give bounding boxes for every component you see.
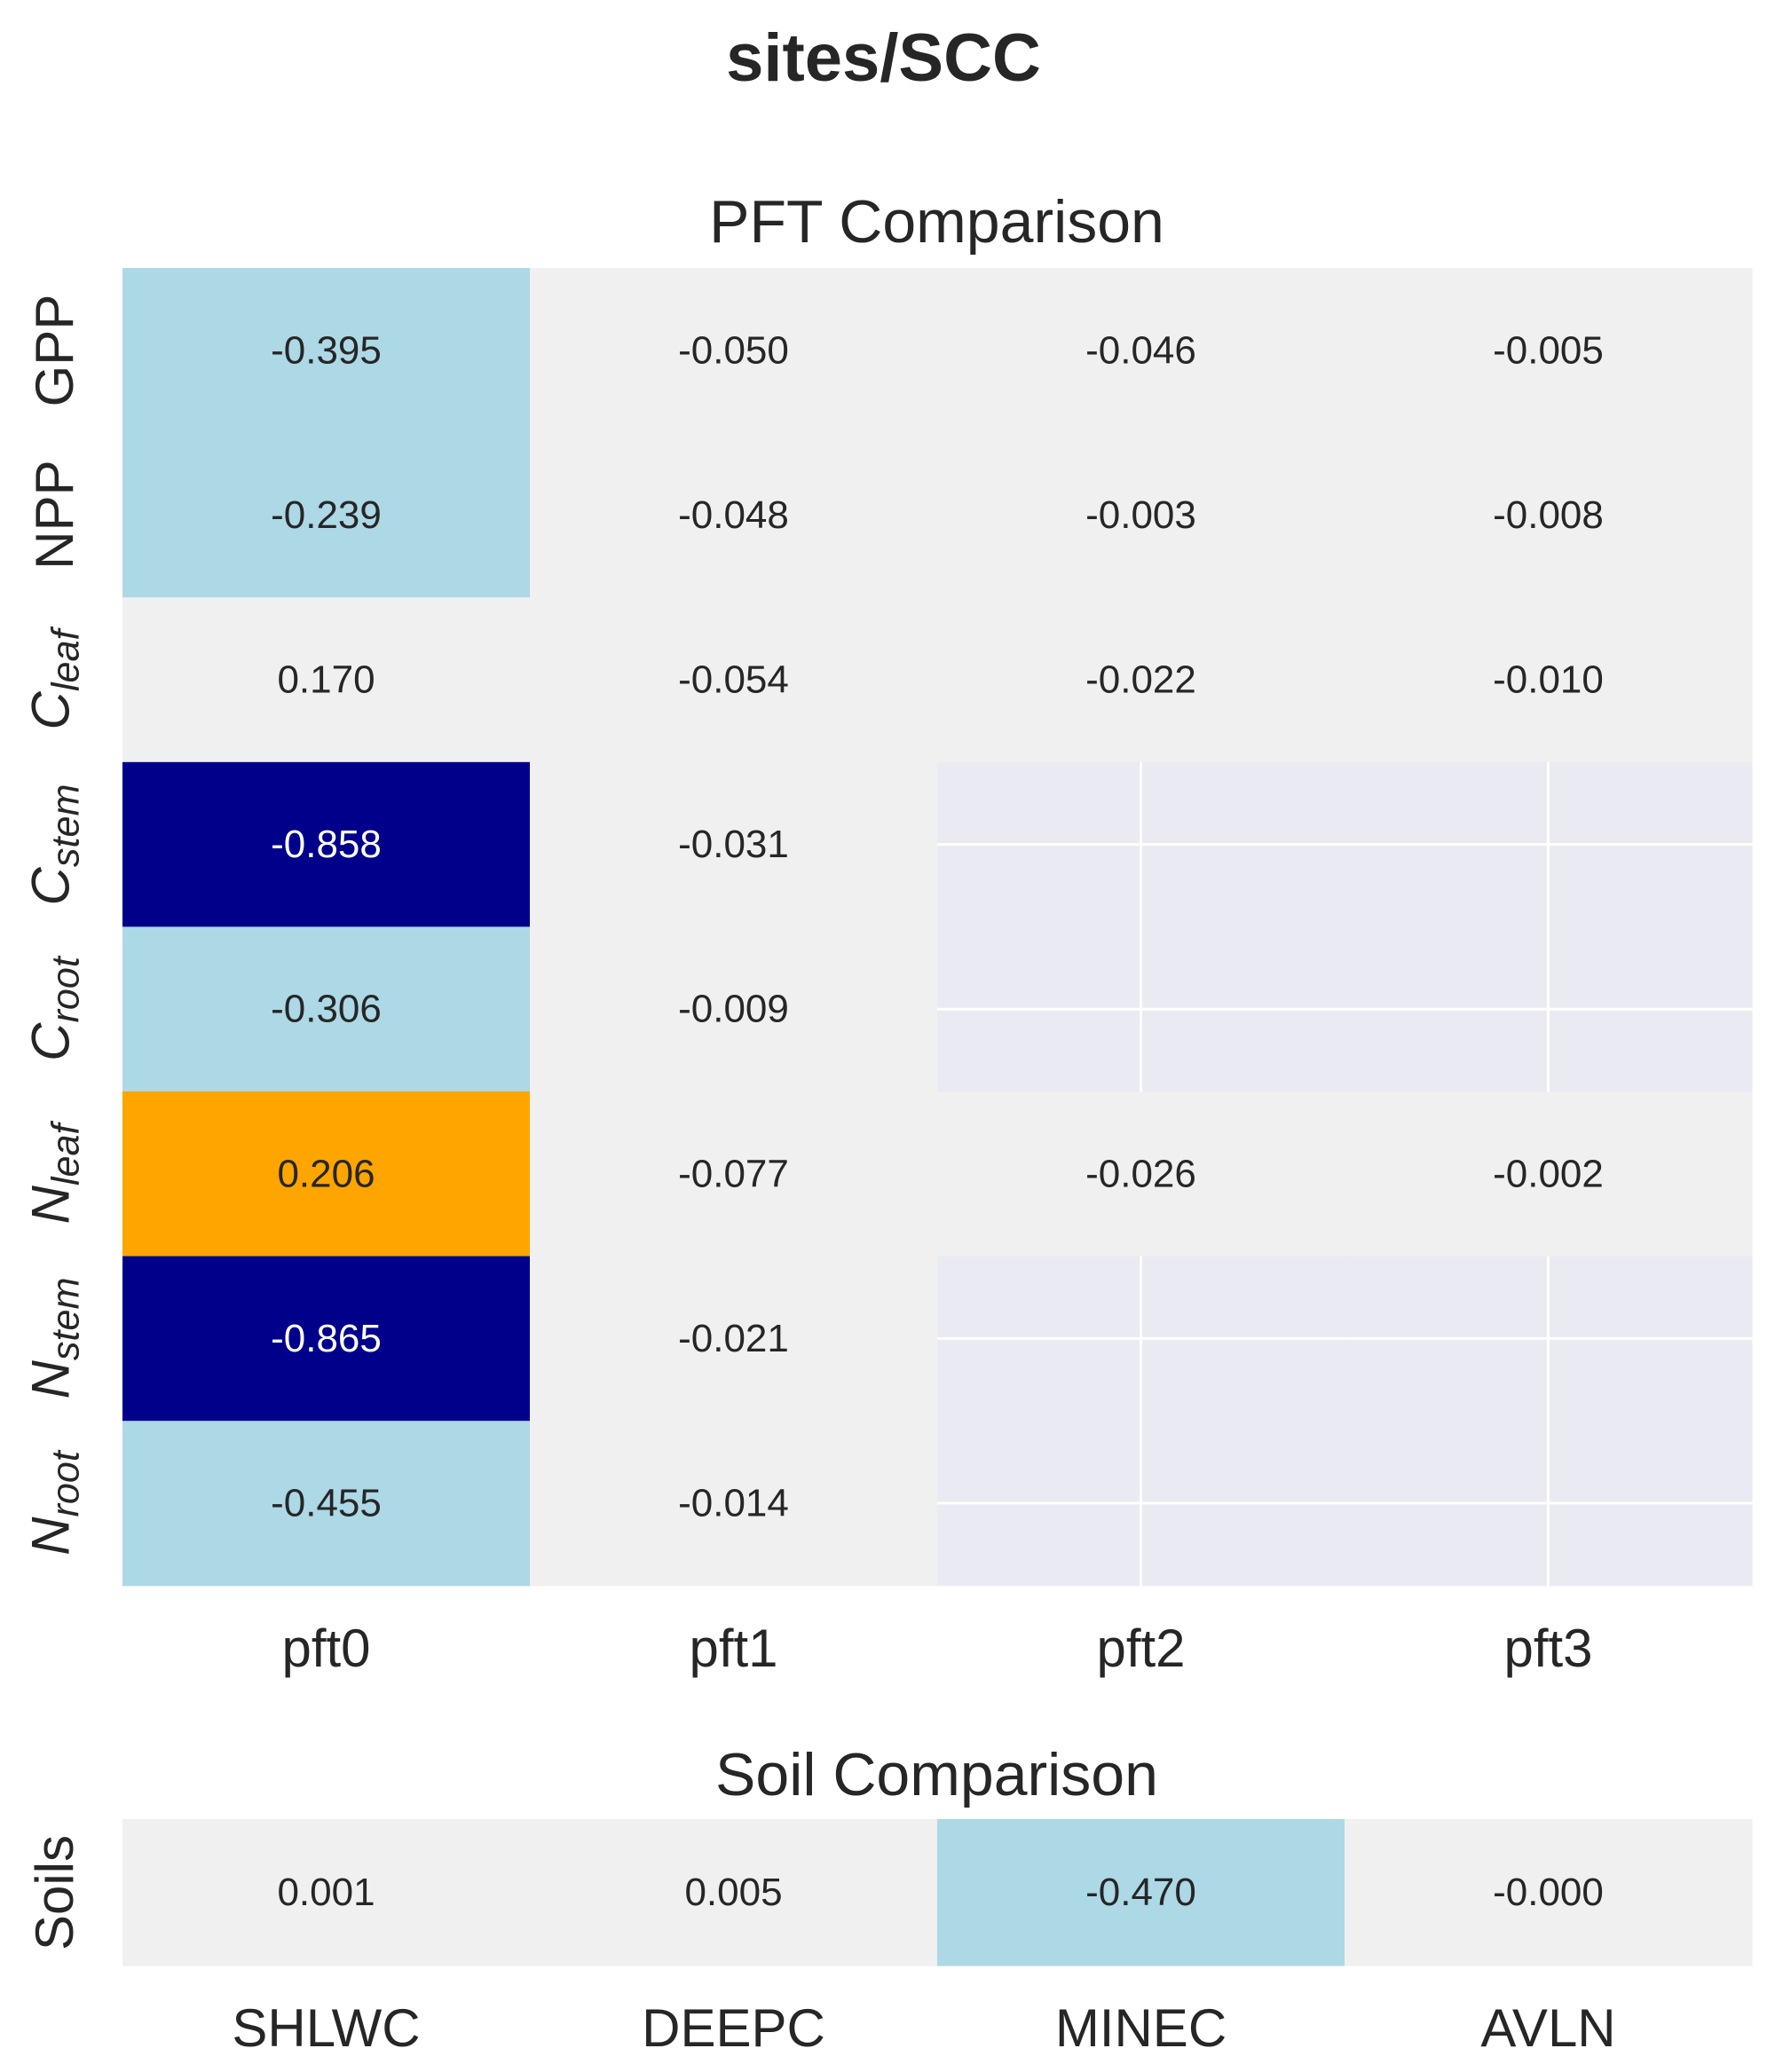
heatmap-cell [1345,1091,1753,1257]
cell-value-label: 0.170 [277,658,375,702]
cell-value-label: -0.000 [1493,1871,1604,1914]
cell-value-label: -0.395 [271,328,382,372]
pft-chart-title: PFT Comparison [709,188,1164,256]
heatmap-cell [1345,432,1753,598]
figure-title: sites/SCC [726,20,1041,96]
heatmap-cell [122,432,531,598]
heatmap-cell [937,1819,1345,1966]
cell-value-label: -0.014 [678,1482,789,1525]
heatmap-cell [530,597,938,763]
heatmap-cell [1345,268,1753,434]
heatmap-cell [122,1256,531,1422]
cell-value-label: -0.858 [271,823,382,866]
cell-value-label: 0.001 [277,1871,375,1914]
cell-value-label: -0.470 [1085,1871,1196,1914]
heatmap-cell [530,268,938,434]
heatmap-cell [937,268,1345,434]
heatmap-panel-1: 0.001 0.005 -0.470 -0.000 [122,1819,1753,1966]
cell-value-label: -0.239 [271,493,382,537]
cell-value-label: -0.010 [1493,658,1604,702]
cell-value-label: -0.026 [1085,1152,1196,1195]
x-tick-label: pft3 [1503,1619,1593,1678]
cell-value-label: -0.865 [271,1317,382,1360]
cell-value-label: 0.206 [277,1152,375,1195]
heatmap-cell [122,1091,531,1257]
cell-value-label: -0.005 [1493,328,1604,372]
heatmap-cell [122,597,531,763]
heatmap-cell [530,926,938,1092]
heatmap-cell [530,432,938,598]
heatmap-cell [1345,597,1753,763]
heatmap-cell [530,1091,938,1257]
heatmap-cell [530,1421,938,1587]
x-tick-label: MINEC [1054,1998,1227,2058]
x-tick-label: SHLWC [232,1998,421,2058]
heatmap-cell [122,268,531,434]
cell-value-label: -0.077 [678,1152,789,1195]
soil-chart-title: Soil Comparison [715,1741,1158,1808]
cell-value-label: -0.306 [271,988,382,1031]
cell-value-label: -0.008 [1493,493,1604,537]
cell-value-label: -0.009 [678,988,789,1031]
x-tick-label: pft1 [689,1619,778,1678]
x-tick-label: pft2 [1096,1619,1186,1678]
cell-value-label: -0.003 [1085,493,1196,537]
x-tick-label: AVLN [1480,1998,1616,2058]
heatmap-cell [937,597,1345,763]
heatmap-cell [530,1256,938,1422]
cell-value-label: -0.046 [1085,328,1196,372]
heatmap-cell [530,761,938,927]
x-tick-label: DEEPC [642,1998,825,2058]
cell-value-label: -0.031 [678,823,789,866]
cell-value-label: -0.455 [271,1482,382,1525]
heatmap-panel-0: -0.395 -0.050 -0.046 -0.005 -0.239 -0.048 -0.0… [122,268,1753,1587]
heatmap-cell [1345,1819,1753,1966]
heatmap-cell [122,1819,531,1966]
heatmap-cell [122,1421,531,1587]
cell-value-label: 0.005 [684,1871,782,1914]
heatmap-cell [122,926,531,1092]
cell-value-label: -0.050 [678,328,789,372]
cell-value-label: -0.022 [1085,658,1196,702]
heatmap-cell [937,1091,1345,1257]
heatmap-cell [530,1819,938,1966]
x-tick-label: pft0 [281,1619,371,1678]
cell-value-label: -0.054 [678,658,789,702]
heatmap-cell [122,761,531,927]
cell-value-label: -0.002 [1493,1152,1604,1195]
heatmap-cell [937,432,1345,598]
cell-value-label: -0.021 [678,1317,789,1360]
cell-value-label: -0.048 [678,493,789,537]
